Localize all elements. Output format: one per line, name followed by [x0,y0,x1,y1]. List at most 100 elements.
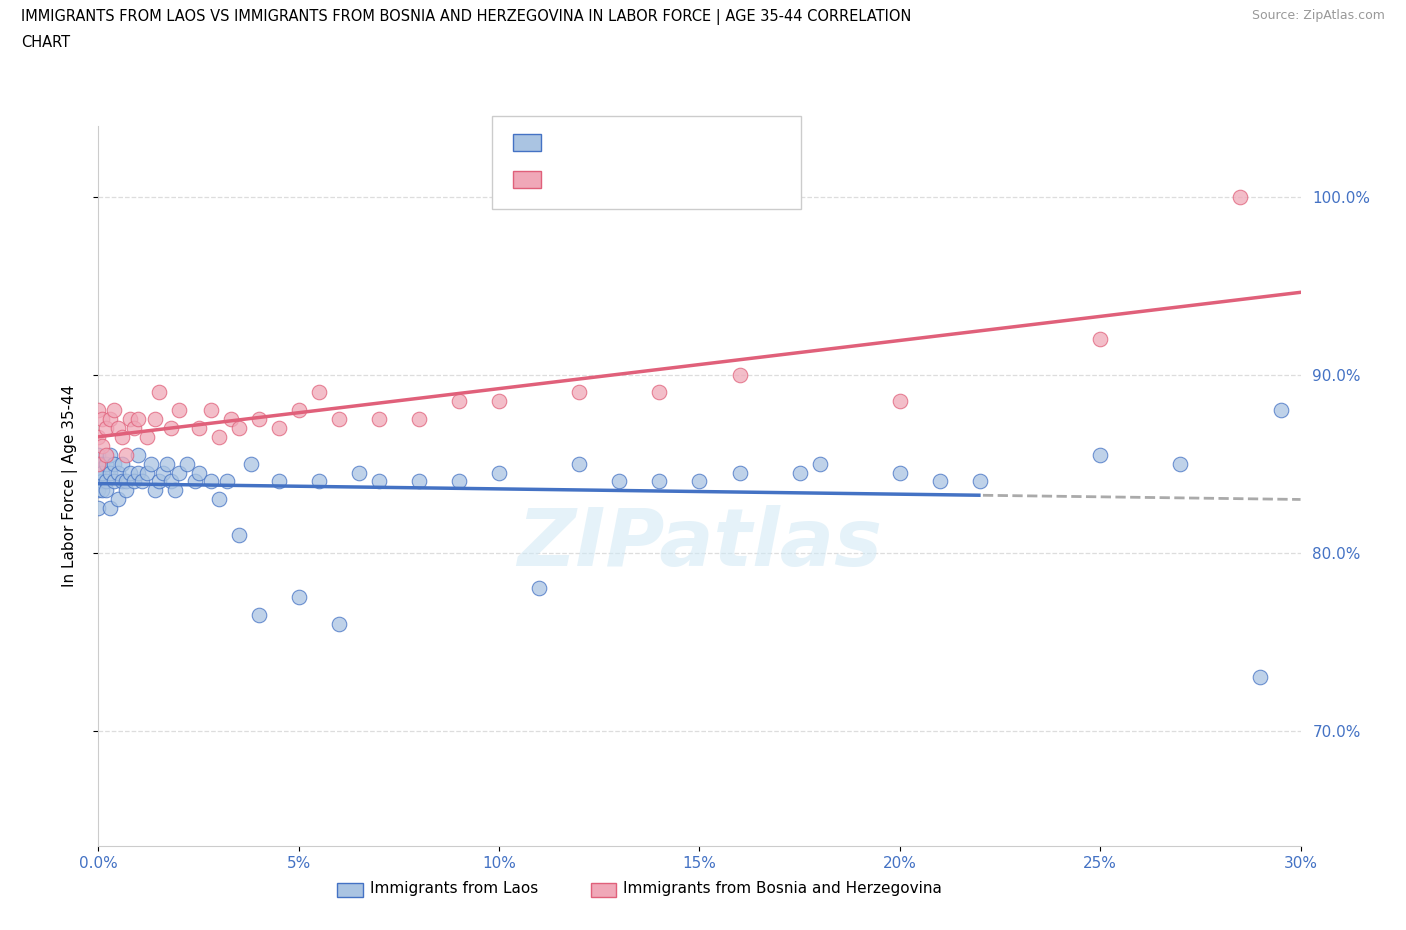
Point [288,590,311,604]
Point [239,457,262,472]
Point [120,465,142,480]
Point [139,457,162,472]
Point [488,465,510,480]
Point [728,465,751,480]
Point [143,412,166,427]
Point [96,457,118,472]
Point [208,492,231,507]
Point [100,500,122,515]
Point [308,474,330,489]
Point [87,457,110,472]
Point [96,420,118,435]
Point [1088,332,1111,347]
Point [124,474,146,489]
Point [200,403,222,418]
Point [87,483,110,498]
Point [91,412,114,427]
Point [87,500,110,515]
Point [1088,447,1111,462]
Point [447,474,470,489]
Point [128,465,150,480]
Point [215,474,238,489]
Point [969,474,991,489]
Text: Immigrants from Bosnia and Herzegovina: Immigrants from Bosnia and Herzegovina [623,881,942,896]
Point [115,447,138,462]
Point [247,607,270,622]
Point [87,403,110,418]
Text: CHART: CHART [21,35,70,50]
Point [167,403,190,418]
Point [163,483,186,498]
Point [152,465,174,480]
Point [111,474,134,489]
Point [87,474,110,489]
Point [87,457,110,472]
Text: IMMIGRANTS FROM LAOS VS IMMIGRANTS FROM BOSNIA AND HERZEGOVINA IN LABOR FORCE | : IMMIGRANTS FROM LAOS VS IMMIGRANTS FROM … [21,9,911,25]
Text: Source: ZipAtlas.com: Source: ZipAtlas.com [1251,9,1385,22]
Point [155,457,177,472]
Point [529,581,551,596]
Point [689,474,711,489]
Point [609,474,631,489]
Point [228,420,250,435]
Point [328,617,350,631]
Point [288,403,311,418]
Point [100,412,122,427]
Point [100,447,122,462]
Point [91,438,114,453]
Point [187,420,209,435]
Point [568,385,591,400]
Point [91,474,114,489]
Point [100,465,122,480]
Point [107,420,129,435]
Point [131,474,153,489]
Point [87,465,110,480]
Point [135,465,157,480]
Point [267,420,290,435]
Point [96,447,118,462]
Point [103,474,125,489]
Point [148,385,170,400]
Point [187,465,209,480]
Point [488,394,510,409]
Y-axis label: In Labor Force | Age 35-44: In Labor Force | Age 35-44 [62,385,77,587]
Point [120,412,142,427]
Point [889,465,911,480]
Point [347,465,370,480]
Point [728,367,751,382]
Point [167,465,190,480]
Point [107,465,129,480]
Point [789,465,811,480]
Point [111,457,134,472]
Point [447,394,470,409]
Point [103,403,125,418]
Point [228,527,250,542]
Point [176,457,198,472]
Point [91,457,114,472]
Text: R = 0.570   N = 40: R = 0.570 N = 40 [550,169,720,188]
Point [328,412,350,427]
Point [143,483,166,498]
Text: Immigrants from Laos: Immigrants from Laos [370,881,538,896]
Point [107,492,129,507]
Point [200,474,222,489]
Point [115,474,138,489]
Point [308,385,330,400]
Point [208,430,231,445]
Point [648,474,671,489]
Point [929,474,952,489]
Text: R =  0.117   N = 71: R = 0.117 N = 71 [550,132,725,151]
Point [96,474,118,489]
Point [368,474,391,489]
Point [408,474,430,489]
Point [1170,457,1192,472]
Point [87,447,110,462]
Point [128,412,150,427]
Point [91,465,114,480]
Point [124,420,146,435]
Point [1229,190,1251,205]
Point [159,420,181,435]
Point [96,483,118,498]
Point [219,412,242,427]
Point [1270,403,1292,418]
